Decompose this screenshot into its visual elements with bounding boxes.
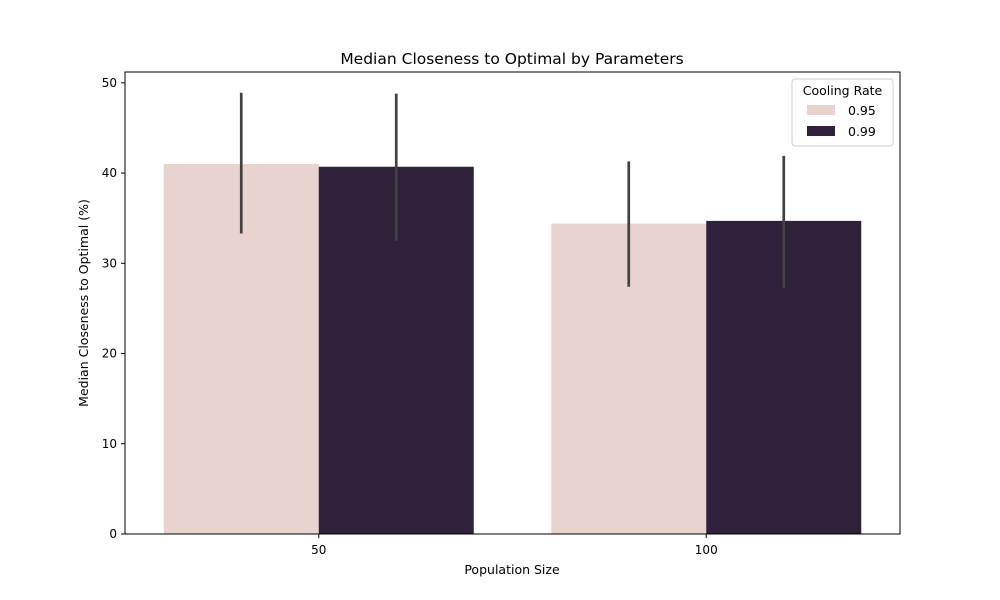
legend-label-0.95: 0.95: [848, 103, 876, 118]
y-tick-label: 30: [102, 256, 117, 270]
y-axis-label: Median Closeness to Optimal (%): [76, 199, 91, 407]
y-tick-label: 20: [102, 347, 117, 361]
plot-frame: [124, 71, 901, 535]
legend: Cooling Rate 0.95 0.99: [791, 78, 894, 147]
legend-title: Cooling Rate: [803, 83, 883, 98]
y-tick-label: 40: [102, 166, 117, 180]
y-tick-label: 10: [102, 437, 117, 451]
y-tick-label: 50: [102, 76, 117, 90]
x-tick-label: 50: [311, 543, 326, 557]
bars-layer: [163, 164, 862, 534]
chart-title: Median Closeness to Optimal by Parameter…: [340, 50, 683, 68]
y-axis: 0 10 20 30 40 50: [102, 76, 125, 541]
legend-label-0.99: 0.99: [848, 124, 876, 139]
y-tick-label: 0: [109, 527, 117, 541]
legend-swatch-0.99: [807, 126, 835, 136]
legend-swatch-0.95: [807, 105, 835, 115]
error-bars-layer: [239, 92, 786, 288]
x-tick-label: 100: [695, 543, 718, 557]
x-axis: 50 100: [311, 534, 718, 557]
x-axis-label: Population Size: [464, 562, 560, 577]
